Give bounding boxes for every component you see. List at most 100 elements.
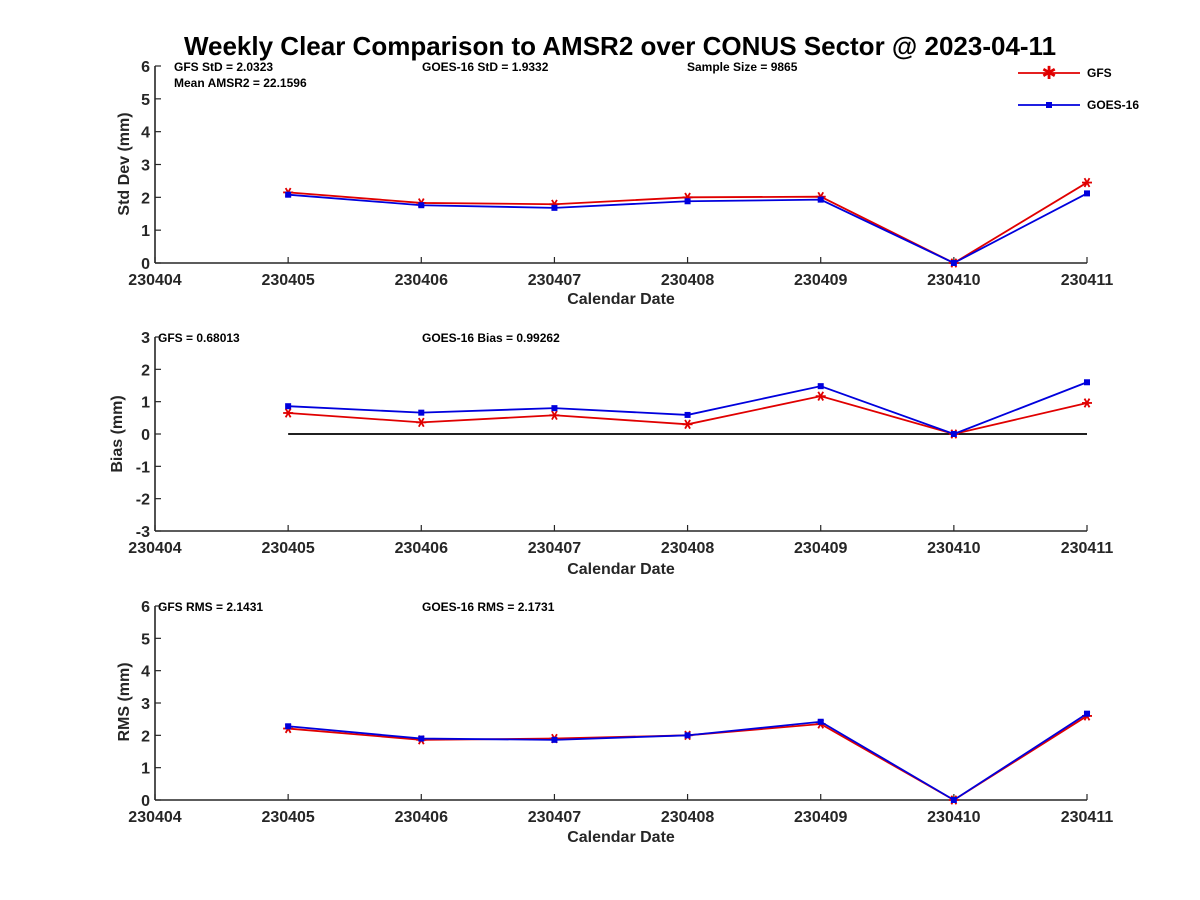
stddev-gfs-series-line	[288, 181, 1088, 265]
stddev-xtick-label: 230406	[395, 272, 448, 289]
rms-xtick-label: 230406	[395, 809, 448, 826]
stddev-goes-point	[418, 202, 425, 209]
stddev-goes-point	[1084, 190, 1090, 197]
stddev-ytick-label: 2	[141, 190, 150, 207]
legend-goes-marker-icon	[1046, 102, 1052, 108]
bias-ytick-label: -3	[136, 524, 150, 541]
bias-ytick-label: 3	[141, 330, 150, 347]
bias-goes-stat: GOES-16 Bias = 0.99262	[422, 331, 560, 345]
stddev-ylabel: Std Dev (mm)	[116, 112, 133, 215]
bias-gfs-point	[1082, 398, 1092, 408]
legend-gfs-marker-icon: ✱	[1041, 63, 1056, 83]
rms-goes-point	[1084, 710, 1090, 717]
bias-panel: GFS = 0.68013 GOES-16 Bias = 0.99262 Cal…	[109, 330, 1113, 578]
stddev-ytick-label: 1	[141, 223, 150, 240]
legend: ✱ GFS GOES-16	[1018, 63, 1139, 112]
bias-xtick-label: 230407	[528, 540, 581, 557]
stddev-ytick-label: 3	[141, 158, 150, 175]
rms-goes-series-line	[288, 712, 1088, 802]
bias-ytick-label: -2	[136, 492, 150, 509]
bias-gfs-point	[682, 419, 693, 430]
stddev-xtick-label: 230411	[1061, 272, 1114, 289]
bias-xtick-label: 230405	[261, 540, 314, 557]
bias-ytick-label: 2	[141, 362, 150, 379]
stddev-goes-stat: GOES-16 StD = 1.9332	[422, 60, 549, 74]
bias-ytick-label: -1	[136, 459, 150, 476]
stddev-xtick-label: 230407	[528, 272, 581, 289]
bias-xlabel: Calendar Date	[567, 561, 675, 578]
rms-xtick-label: 230409	[794, 809, 847, 826]
bias-gfs-stat: GFS = 0.68013	[158, 331, 240, 345]
stddev-mean-amsr2: Mean AMSR2 = 22.1596	[174, 76, 307, 90]
stddev-goes-point	[950, 260, 957, 266]
rms-xlabel: Calendar Date	[567, 829, 675, 846]
stddev-xlabel: Calendar Date	[567, 291, 675, 308]
stddev-xtick-label: 230410	[927, 272, 980, 289]
bias-xtick-label: 230408	[661, 540, 714, 557]
rms-gfs-series-line	[288, 715, 1088, 802]
bias-gfs-point	[815, 391, 826, 401]
bias-gfs-point	[416, 417, 427, 428]
rms-xtick-label: 230407	[528, 809, 581, 826]
bias-xtick-label: 230411	[1061, 540, 1114, 557]
rms-goes-point	[684, 732, 691, 739]
rms-ytick-label: 1	[141, 761, 150, 778]
rms-goes-point	[817, 718, 824, 725]
rms-goes-stat: GOES-16 RMS = 2.1731	[422, 600, 555, 614]
stddev-ytick-label: 6	[141, 59, 150, 76]
bias-xtick-label: 230410	[927, 540, 980, 557]
stddev-goes-point	[817, 196, 824, 203]
rms-goes-point	[551, 736, 558, 743]
stddev-ytick-label: 4	[141, 125, 150, 142]
rms-goes-point	[950, 797, 957, 803]
rms-ytick-label: 2	[141, 728, 150, 745]
bias-goes-point	[950, 431, 957, 437]
bias-ylabel: Bias (mm)	[109, 395, 126, 472]
stddev-xtick-label: 230409	[794, 272, 847, 289]
bias-goes-point	[1084, 379, 1090, 386]
rms-ytick-label: 3	[141, 696, 150, 713]
stddev-goes-point	[551, 204, 558, 211]
rms-xtick-label: 230410	[927, 809, 980, 826]
stddev-ytick-label: 5	[141, 92, 150, 109]
rms-ylabel: RMS (mm)	[116, 662, 133, 741]
bias-xtick-label: 230404	[128, 540, 181, 557]
bias-gfs-point	[549, 410, 560, 421]
stddev-gfs-stat: GFS StD = 2.0323	[174, 60, 273, 74]
stddev-goes-point	[684, 198, 691, 205]
rms-xtick-label: 230405	[261, 809, 314, 826]
rms-ytick-label: 5	[141, 631, 150, 648]
bias-goes-point	[285, 403, 292, 410]
stddev-panel: GFS StD = 2.0323 GOES-16 StD = 1.9332 Sa…	[116, 59, 1113, 308]
stddev-goes-point	[285, 191, 292, 198]
rms-panel: GFS RMS = 2.1431 GOES-16 RMS = 2.1731 Ca…	[116, 599, 1113, 846]
stddev-xtick-label: 230408	[661, 272, 714, 289]
figure-title: Weekly Clear Comparison to AMSR2 over CO…	[184, 31, 1056, 61]
bias-goes-point	[551, 405, 558, 412]
stddev-gfs-point	[1082, 177, 1092, 188]
rms-goes-point	[418, 735, 425, 742]
rms-xtick-label: 230411	[1061, 809, 1114, 826]
bias-gfs-point	[283, 408, 294, 418]
legend-goes-label: GOES-16	[1087, 98, 1139, 112]
rms-ytick-label: 6	[141, 599, 150, 616]
bias-goes-series-line	[288, 381, 1088, 435]
rms-xtick-label: 230404	[128, 809, 181, 826]
bias-goes-point	[418, 409, 425, 416]
bias-xtick-label: 230406	[395, 540, 448, 557]
bias-goes-point	[684, 411, 691, 418]
bias-goes-point	[817, 383, 824, 390]
stddev-xtick-label: 230405	[261, 272, 314, 289]
rms-goes-point	[285, 723, 292, 730]
legend-gfs-label: GFS	[1087, 66, 1112, 80]
bias-ytick-label: 0	[141, 427, 150, 444]
stddev-xtick-label: 230404	[128, 272, 181, 289]
bias-xtick-label: 230409	[794, 540, 847, 557]
rms-xtick-label: 230408	[661, 809, 714, 826]
rms-gfs-stat: GFS RMS = 2.1431	[158, 600, 263, 614]
rms-ytick-label: 4	[141, 664, 150, 681]
rms-ytick-label: 0	[141, 793, 150, 810]
bias-ytick-label: 1	[141, 395, 150, 412]
stddev-ytick-label: 0	[141, 256, 150, 273]
